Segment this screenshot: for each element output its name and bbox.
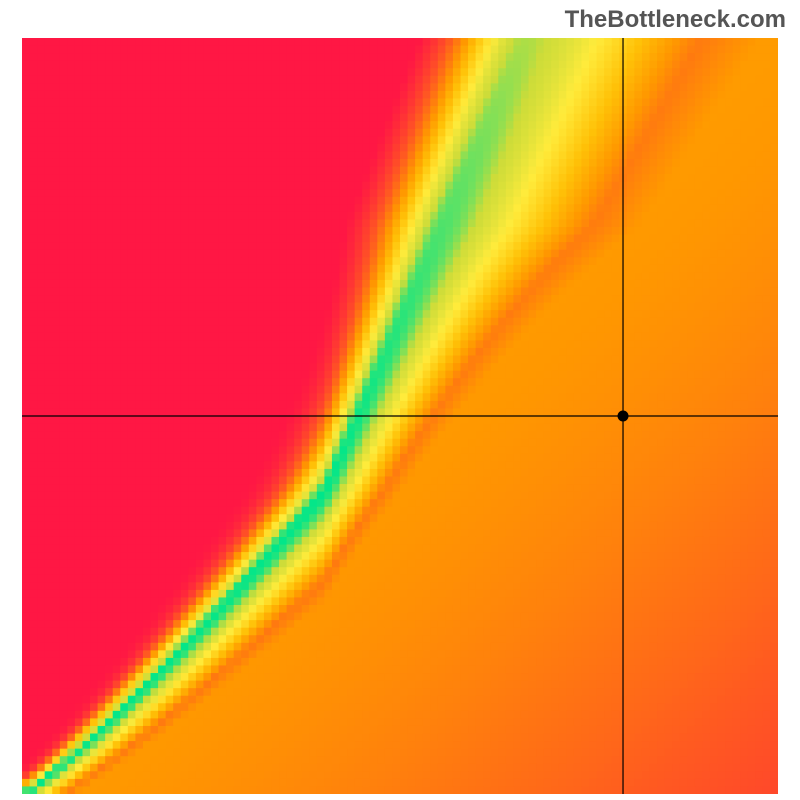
watermark-text: TheBottleneck.com — [565, 6, 786, 34]
heatmap-plot — [22, 38, 778, 794]
chart-container: TheBottleneck.com — [0, 0, 800, 800]
crosshair-dot — [618, 411, 629, 422]
